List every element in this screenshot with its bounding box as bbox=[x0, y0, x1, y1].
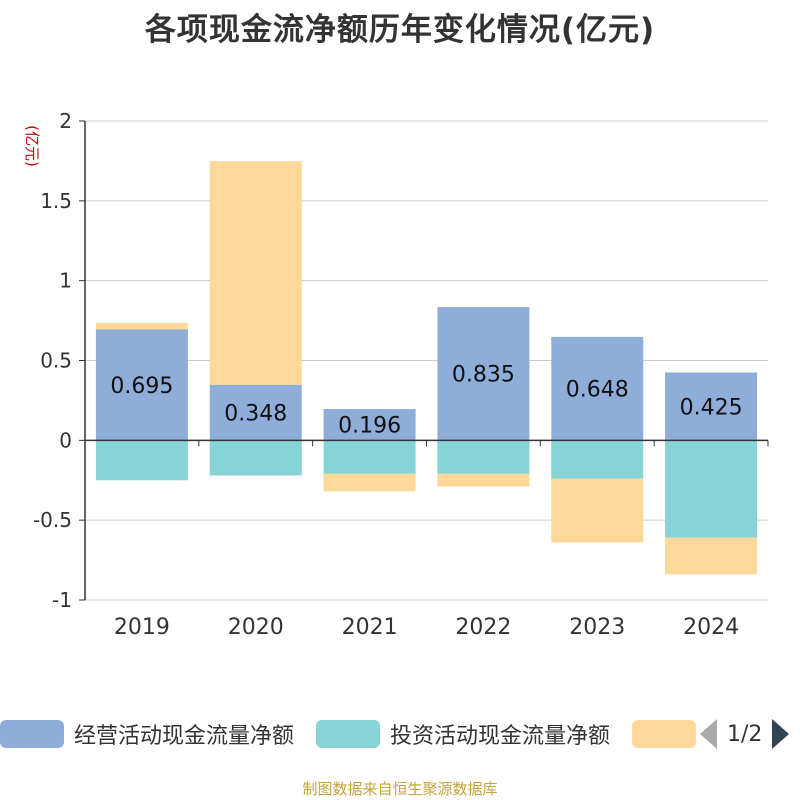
x-tick-label: 2023 bbox=[569, 615, 625, 640]
legend: 经营活动现金流量净额 投资活动现金流量净额 bbox=[0, 716, 728, 752]
bar-investing bbox=[665, 440, 758, 538]
y-tick-label: 0.5 bbox=[40, 349, 72, 373]
y-tick-label: -0.5 bbox=[33, 508, 72, 532]
legend-swatch-investing bbox=[316, 720, 381, 748]
legend-label-operating: 经营活动现金流量净额 bbox=[74, 724, 295, 749]
legend-item-investing[interactable]: 投资活动现金流量净额 bbox=[316, 718, 610, 750]
bar-operating bbox=[323, 409, 416, 441]
pager-prev-icon[interactable] bbox=[700, 719, 717, 749]
x-tick-label: 2021 bbox=[342, 615, 398, 640]
label-layer: 0.695 0.348 0.196 0.835 0.648 0.425 bbox=[110, 363, 742, 439]
y-tick-label: 1 bbox=[59, 269, 72, 293]
y-tick-label: 0 bbox=[59, 428, 72, 452]
data-label: 0.695 bbox=[110, 374, 173, 399]
bar-operating bbox=[551, 336, 644, 441]
y-tick-label: -1 bbox=[52, 588, 72, 612]
legend-item-operating[interactable]: 经营活动现金流量净额 bbox=[0, 718, 294, 750]
bar-investing bbox=[209, 440, 302, 476]
bar-operating bbox=[95, 329, 188, 441]
grid-layer bbox=[85, 120, 768, 601]
data-label: 0.835 bbox=[452, 363, 515, 388]
x-tick-label: 2019 bbox=[114, 615, 170, 640]
y-unit-label: (亿元) bbox=[23, 125, 41, 167]
bar-financing bbox=[95, 322, 188, 330]
bar-financing bbox=[323, 473, 416, 492]
legend-pager: 1/2 bbox=[700, 716, 790, 752]
x-tick-label: 2020 bbox=[228, 615, 284, 640]
bar-financing bbox=[209, 161, 302, 385]
bar-operating bbox=[209, 384, 302, 441]
data-label: 0.196 bbox=[338, 414, 401, 439]
bar-layer bbox=[95, 161, 758, 575]
y-tick-label: 1.5 bbox=[40, 189, 72, 213]
bar-investing bbox=[551, 440, 644, 479]
x-tick-label: 2022 bbox=[455, 615, 511, 640]
data-label: 0.425 bbox=[680, 395, 743, 420]
legend-item-financing[interactable] bbox=[632, 720, 706, 748]
axis-layer: 2 1.5 1 0.5 0 -0.5 -1 (亿元) 2019 2020 2021 2022 2023 2… bbox=[23, 109, 769, 640]
bar-operating bbox=[437, 307, 530, 441]
source-note: 制图数据来自恒生聚源数据库 bbox=[302, 780, 498, 798]
data-label: 0.348 bbox=[224, 402, 287, 427]
x-tick-label: 2024 bbox=[683, 615, 739, 640]
bar-investing bbox=[437, 440, 530, 474]
legend-swatch-financing bbox=[632, 720, 697, 748]
bar-investing bbox=[95, 440, 188, 481]
y-tick-label: 2 bbox=[59, 109, 72, 133]
bar-financing bbox=[551, 478, 644, 543]
legend-swatch-operating bbox=[0, 720, 64, 748]
pager-text: 1/2 bbox=[727, 721, 763, 747]
bar-operating bbox=[665, 372, 758, 441]
bar-financing bbox=[437, 473, 530, 487]
data-label: 0.648 bbox=[566, 378, 629, 403]
pager-next-icon[interactable] bbox=[772, 719, 790, 749]
legend-label-investing: 投资活动现金流量净额 bbox=[390, 724, 611, 749]
bar-financing bbox=[665, 537, 758, 575]
chart-title: 各项现金流净额历年变化情况(亿元) bbox=[144, 12, 656, 48]
bar-investing bbox=[323, 440, 416, 474]
